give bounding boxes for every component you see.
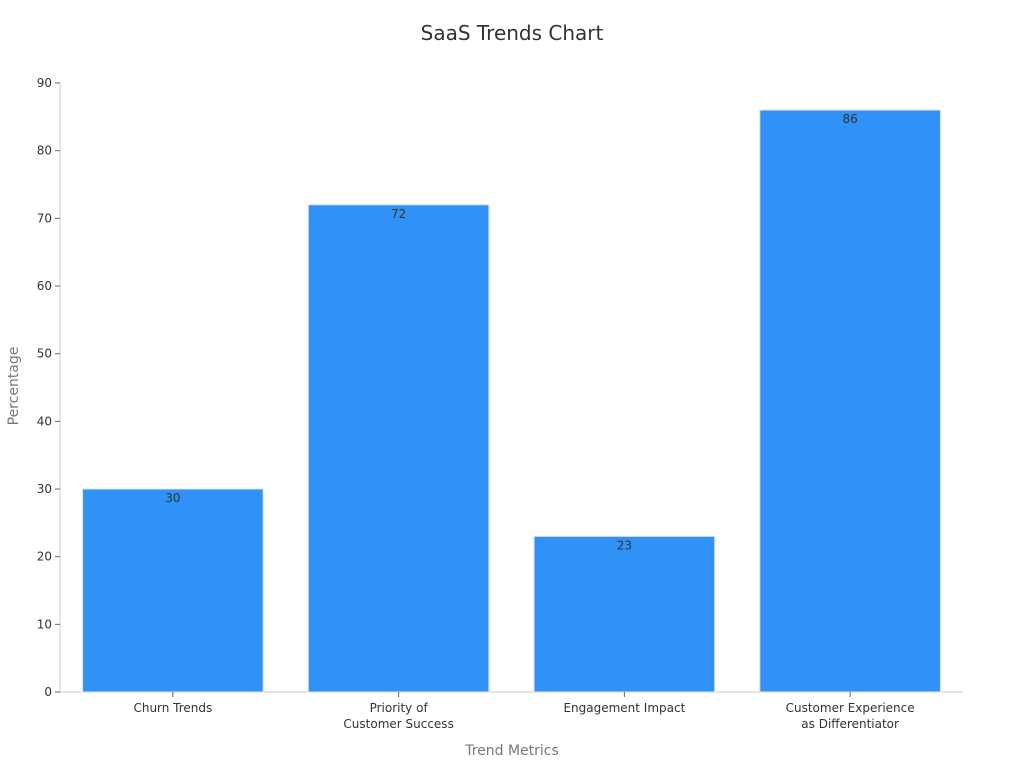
y-tick-label: 60 [37, 279, 52, 293]
y-tick-label: 10 [37, 617, 52, 631]
bar [307, 204, 490, 693]
x-tick-label-line: Engagement Impact [563, 701, 685, 715]
bar-value-label: 23 [617, 538, 632, 552]
bar-value-label: 72 [391, 207, 406, 221]
x-tick-label-line: Churn Trends [133, 701, 212, 715]
y-axis-ticks: 0 10 20 30 40 50 60 70 80 90 [37, 76, 60, 699]
bar [82, 488, 264, 693]
bars [82, 109, 941, 693]
x-tick-label: Priority of Customer Success [343, 701, 453, 731]
y-tick-label: 30 [37, 482, 52, 496]
bar [759, 109, 941, 693]
y-axis-label: Percentage [6, 347, 22, 426]
data-labels: 30 72 23 86 [165, 112, 858, 552]
x-axis-label: Trend Metrics [464, 743, 559, 759]
y-tick-label: 70 [37, 211, 52, 225]
x-tick-label: Churn Trends [133, 701, 212, 715]
x-tick-label-line: as Differentiator [801, 717, 899, 731]
x-axis-ticks: Churn Trends Priority of Customer Success E… [133, 692, 915, 731]
y-tick-label: 20 [37, 550, 52, 564]
y-tick-label: 80 [37, 144, 52, 158]
y-tick-label: 50 [37, 347, 52, 361]
x-tick-label-line: Customer Experience [786, 701, 915, 715]
bar-value-label: 30 [165, 491, 180, 505]
y-tick-label: 40 [37, 414, 52, 428]
bar-value-label: 86 [842, 112, 857, 126]
x-tick-label: Customer Experience as Differentiator [786, 701, 915, 731]
x-tick-label-line: Customer Success [343, 717, 453, 731]
x-tick-label-line: Priority of [370, 701, 429, 715]
y-tick-label: 0 [44, 685, 52, 699]
x-tick-label: Engagement Impact [563, 701, 685, 715]
chart-title: SaaS Trends Chart [421, 21, 604, 45]
bar [533, 535, 716, 693]
y-tick-label: 90 [37, 76, 52, 90]
